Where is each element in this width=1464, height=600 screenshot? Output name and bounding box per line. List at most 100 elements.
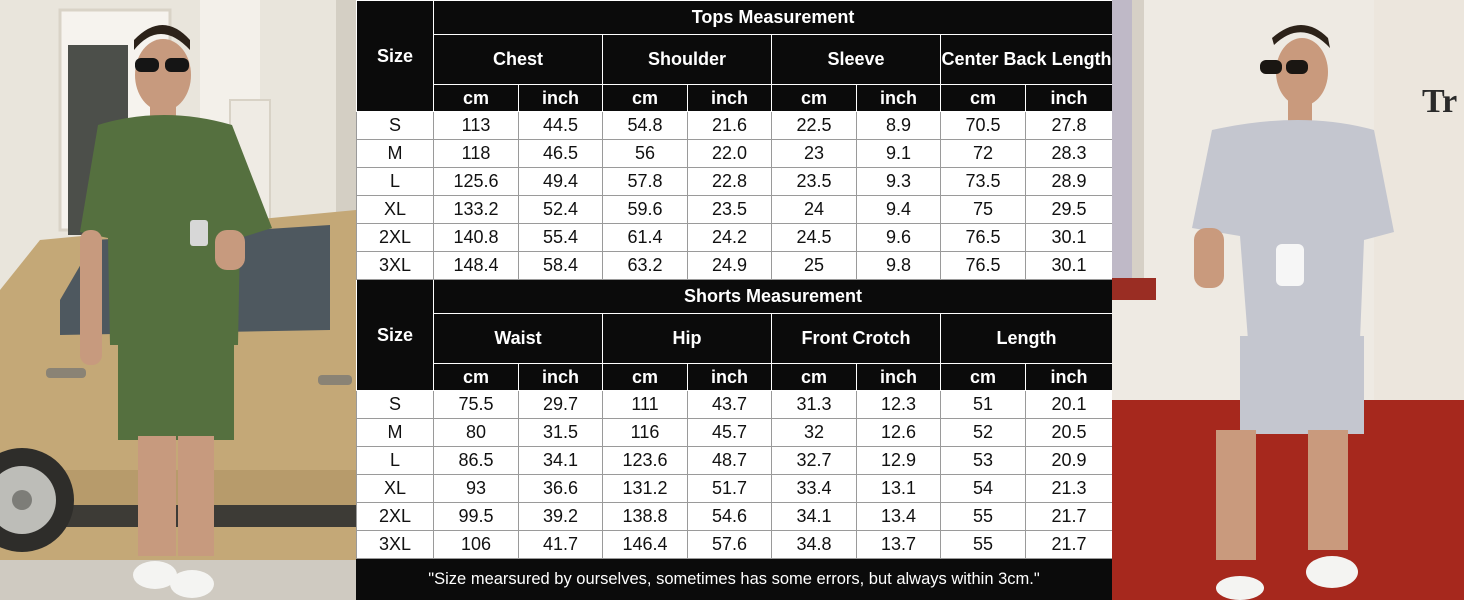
measurement-cell: 9.6 bbox=[856, 223, 941, 252]
measurement-cell: 52 bbox=[940, 418, 1026, 447]
measurement-cell: 146.4 bbox=[602, 530, 688, 559]
measurement-cell: 80 bbox=[433, 418, 519, 447]
measurement-cell: 51.7 bbox=[687, 474, 772, 503]
measurement-cell: 21.6 bbox=[687, 111, 772, 140]
unit-label: inch bbox=[518, 363, 603, 391]
measurement-cell: 133.2 bbox=[433, 195, 519, 224]
unit-label: cm bbox=[771, 84, 857, 112]
unit-label: cm bbox=[940, 363, 1026, 391]
size-cell: S bbox=[356, 111, 434, 140]
measurement-cell: 46.5 bbox=[518, 139, 603, 168]
measurement-cell: 72 bbox=[940, 139, 1026, 168]
model-photo-grey-illustration: Tr bbox=[1112, 0, 1464, 600]
measurement-cell: 43.7 bbox=[687, 390, 772, 419]
measurement-cell: 140.8 bbox=[433, 223, 519, 252]
size-cell: XL bbox=[356, 195, 434, 224]
size-cell: 3XL bbox=[356, 251, 434, 280]
measurement-cell: 57.8 bbox=[602, 167, 688, 196]
measurement-cell: 31.5 bbox=[518, 418, 603, 447]
measurement-cell: 28.3 bbox=[1024, 139, 1114, 168]
tops-size-header: Size bbox=[356, 0, 434, 112]
table-row: M 80 31.5 116 45.7 32 12.6 52 20.5 bbox=[356, 418, 1114, 447]
measurement-cell: 131.2 bbox=[602, 474, 688, 503]
measurement-cell: 58.4 bbox=[518, 251, 603, 280]
unit-label: inch bbox=[687, 363, 772, 391]
measurement-cell: 70.5 bbox=[940, 111, 1026, 140]
shorts-section-title: Shorts Measurement bbox=[432, 279, 1114, 314]
measurement-cell: 21.7 bbox=[1024, 530, 1114, 559]
shop-sign-text: Tr bbox=[1422, 83, 1457, 120]
measurement-cell: 55 bbox=[940, 502, 1026, 531]
measurement-cell: 55 bbox=[940, 530, 1026, 559]
shorts-column-header: Hip bbox=[602, 313, 772, 364]
measurement-cell: 27.8 bbox=[1024, 111, 1114, 140]
measurement-cell: 30.1 bbox=[1024, 251, 1114, 280]
table-row: XL 93 36.6 131.2 51.7 33.4 13.1 54 21.3 bbox=[356, 474, 1114, 503]
unit-label: cm bbox=[771, 363, 857, 391]
measurement-cell: 13.7 bbox=[856, 530, 941, 559]
size-cell: XL bbox=[356, 474, 434, 503]
table-row: XL 133.2 52.4 59.6 23.5 24 9.4 75 29.5 bbox=[356, 195, 1114, 224]
size-cell: M bbox=[356, 139, 434, 168]
measurement-cell: 8.9 bbox=[856, 111, 941, 140]
measurement-cell: 24 bbox=[771, 195, 857, 224]
measurement-cell: 9.1 bbox=[856, 139, 941, 168]
unit-label: cm bbox=[433, 363, 519, 391]
size-chart: Size Tops Measurement Chest Shoulder Sleeve C… bbox=[356, 0, 1114, 600]
unit-label: inch bbox=[1024, 84, 1114, 112]
measurement-cell: 75.5 bbox=[433, 390, 519, 419]
size-cell: 2XL bbox=[356, 223, 434, 252]
unit-label: cm bbox=[602, 363, 688, 391]
measurement-cell: 111 bbox=[602, 390, 688, 419]
measurement-cell: 52.4 bbox=[518, 195, 603, 224]
measurement-cell: 53 bbox=[940, 446, 1026, 475]
size-cell: 2XL bbox=[356, 502, 434, 531]
measurement-cell: 54 bbox=[940, 474, 1026, 503]
measurement-cell: 57.6 bbox=[687, 530, 772, 559]
measurement-cell: 59.6 bbox=[602, 195, 688, 224]
measurement-cell: 49.4 bbox=[518, 167, 603, 196]
measurement-cell: 13.1 bbox=[856, 474, 941, 503]
measurement-cell: 56 bbox=[602, 139, 688, 168]
size-cell: 3XL bbox=[356, 530, 434, 559]
measurement-cell: 106 bbox=[433, 530, 519, 559]
model-photo-green bbox=[0, 0, 356, 600]
unit-label: cm bbox=[940, 84, 1026, 112]
measurement-cell: 31.3 bbox=[771, 390, 857, 419]
measurement-cell: 28.9 bbox=[1024, 167, 1114, 196]
measurement-cell: 93 bbox=[433, 474, 519, 503]
measurement-cell: 12.9 bbox=[856, 446, 941, 475]
shorts-unit-row: cm inch cm inch cm inch cm inch bbox=[357, 363, 1114, 391]
measurement-cell: 41.7 bbox=[518, 530, 603, 559]
tops-section-title: Tops Measurement bbox=[432, 0, 1114, 35]
measurement-cell: 55.4 bbox=[518, 223, 603, 252]
measurement-cell: 20.1 bbox=[1024, 390, 1114, 419]
measurement-cell: 76.5 bbox=[940, 223, 1026, 252]
measurement-cell: 20.5 bbox=[1024, 418, 1114, 447]
measurement-cell: 21.3 bbox=[1024, 474, 1114, 503]
table-row: S 113 44.5 54.8 21.6 22.5 8.9 70.5 27.8 bbox=[356, 111, 1114, 140]
model-photo-green-illustration bbox=[0, 0, 356, 600]
measurement-cell: 73.5 bbox=[940, 167, 1026, 196]
measurement-cell: 45.7 bbox=[687, 418, 772, 447]
measurement-cell: 23.5 bbox=[687, 195, 772, 224]
model-photo-grey: Tr bbox=[1112, 0, 1464, 600]
shorts-column-header: Waist bbox=[433, 313, 603, 364]
measurement-cell: 138.8 bbox=[602, 502, 688, 531]
unit-label: inch bbox=[856, 363, 941, 391]
measurement-cell: 48.7 bbox=[687, 446, 772, 475]
unit-label: inch bbox=[1024, 363, 1114, 391]
measurement-cell: 34.1 bbox=[518, 446, 603, 475]
measurement-cell: 34.8 bbox=[771, 530, 857, 559]
measurement-cell: 148.4 bbox=[433, 251, 519, 280]
measurement-cell: 29.5 bbox=[1024, 195, 1114, 224]
measurement-cell: 75 bbox=[940, 195, 1026, 224]
table-row: 3XL 148.4 58.4 63.2 24.9 25 9.8 76.5 30.1 bbox=[356, 251, 1114, 280]
measurement-note: "Size mearsured by ourselves, sometimes … bbox=[356, 559, 1112, 600]
shorts-column-header-row: Waist Hip Front Crotch Length bbox=[357, 313, 1114, 364]
measurement-cell: 34.1 bbox=[771, 502, 857, 531]
unit-label: cm bbox=[433, 84, 519, 112]
measurement-cell: 20.9 bbox=[1024, 446, 1114, 475]
unit-label: inch bbox=[856, 84, 941, 112]
measurement-cell: 54.8 bbox=[602, 111, 688, 140]
